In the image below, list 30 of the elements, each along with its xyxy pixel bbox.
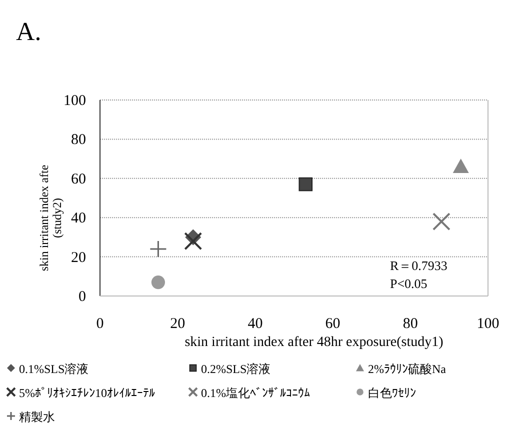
legend-label: 0.1%SLS溶液 — [19, 362, 89, 376]
point — [184, 232, 202, 250]
x-tick-label: 40 — [248, 316, 263, 332]
legend-label: 2%ﾗｳﾘﾝ硫酸Na — [368, 362, 447, 376]
y-tick-label: 100 — [64, 93, 86, 109]
legend-label: 白色ﾜｾﾘﾝ — [368, 386, 416, 400]
point — [432, 212, 450, 231]
point — [149, 240, 167, 258]
point — [298, 177, 313, 192]
x-tick-label: 80 — [402, 316, 418, 332]
y-tick-label: 80 — [71, 132, 86, 148]
point — [452, 158, 469, 174]
y-axis-title: skin irritant index afte (study2) — [37, 164, 64, 272]
legend-label: 精製水 — [19, 410, 55, 424]
x-axis-title: skin irritant index after 48hr exposure(study1) — [184, 335, 444, 350]
y-tick-label: 60 — [71, 171, 86, 188]
legend-label: 5%ﾎﾟﾘｵｷｼｴﾁﾚﾝ10ｵﾚｲﾙｴｰﾃﾙ — [19, 386, 155, 400]
annotation: R＝0.7933 — [390, 258, 448, 273]
chart-title: A. — [16, 17, 42, 46]
x-tick-label: 60 — [325, 316, 340, 332]
annotation: P<0.05 — [390, 276, 428, 291]
x-tick-label: 0 — [96, 316, 104, 332]
y-tick-label: 0 — [78, 289, 86, 305]
x-tick-label: 20 — [170, 316, 186, 332]
legend-label: 0.2%SLS溶液 — [201, 362, 271, 376]
legend-label: 0.1%塩化ﾍﾞﾝｻﾞﾙｺﾆｳﾑ — [201, 386, 310, 400]
y-tick-label: 20 — [71, 250, 86, 266]
x-tick-label: 100 — [476, 316, 500, 332]
y-tick-label: 40 — [71, 210, 86, 227]
point — [151, 275, 165, 290]
